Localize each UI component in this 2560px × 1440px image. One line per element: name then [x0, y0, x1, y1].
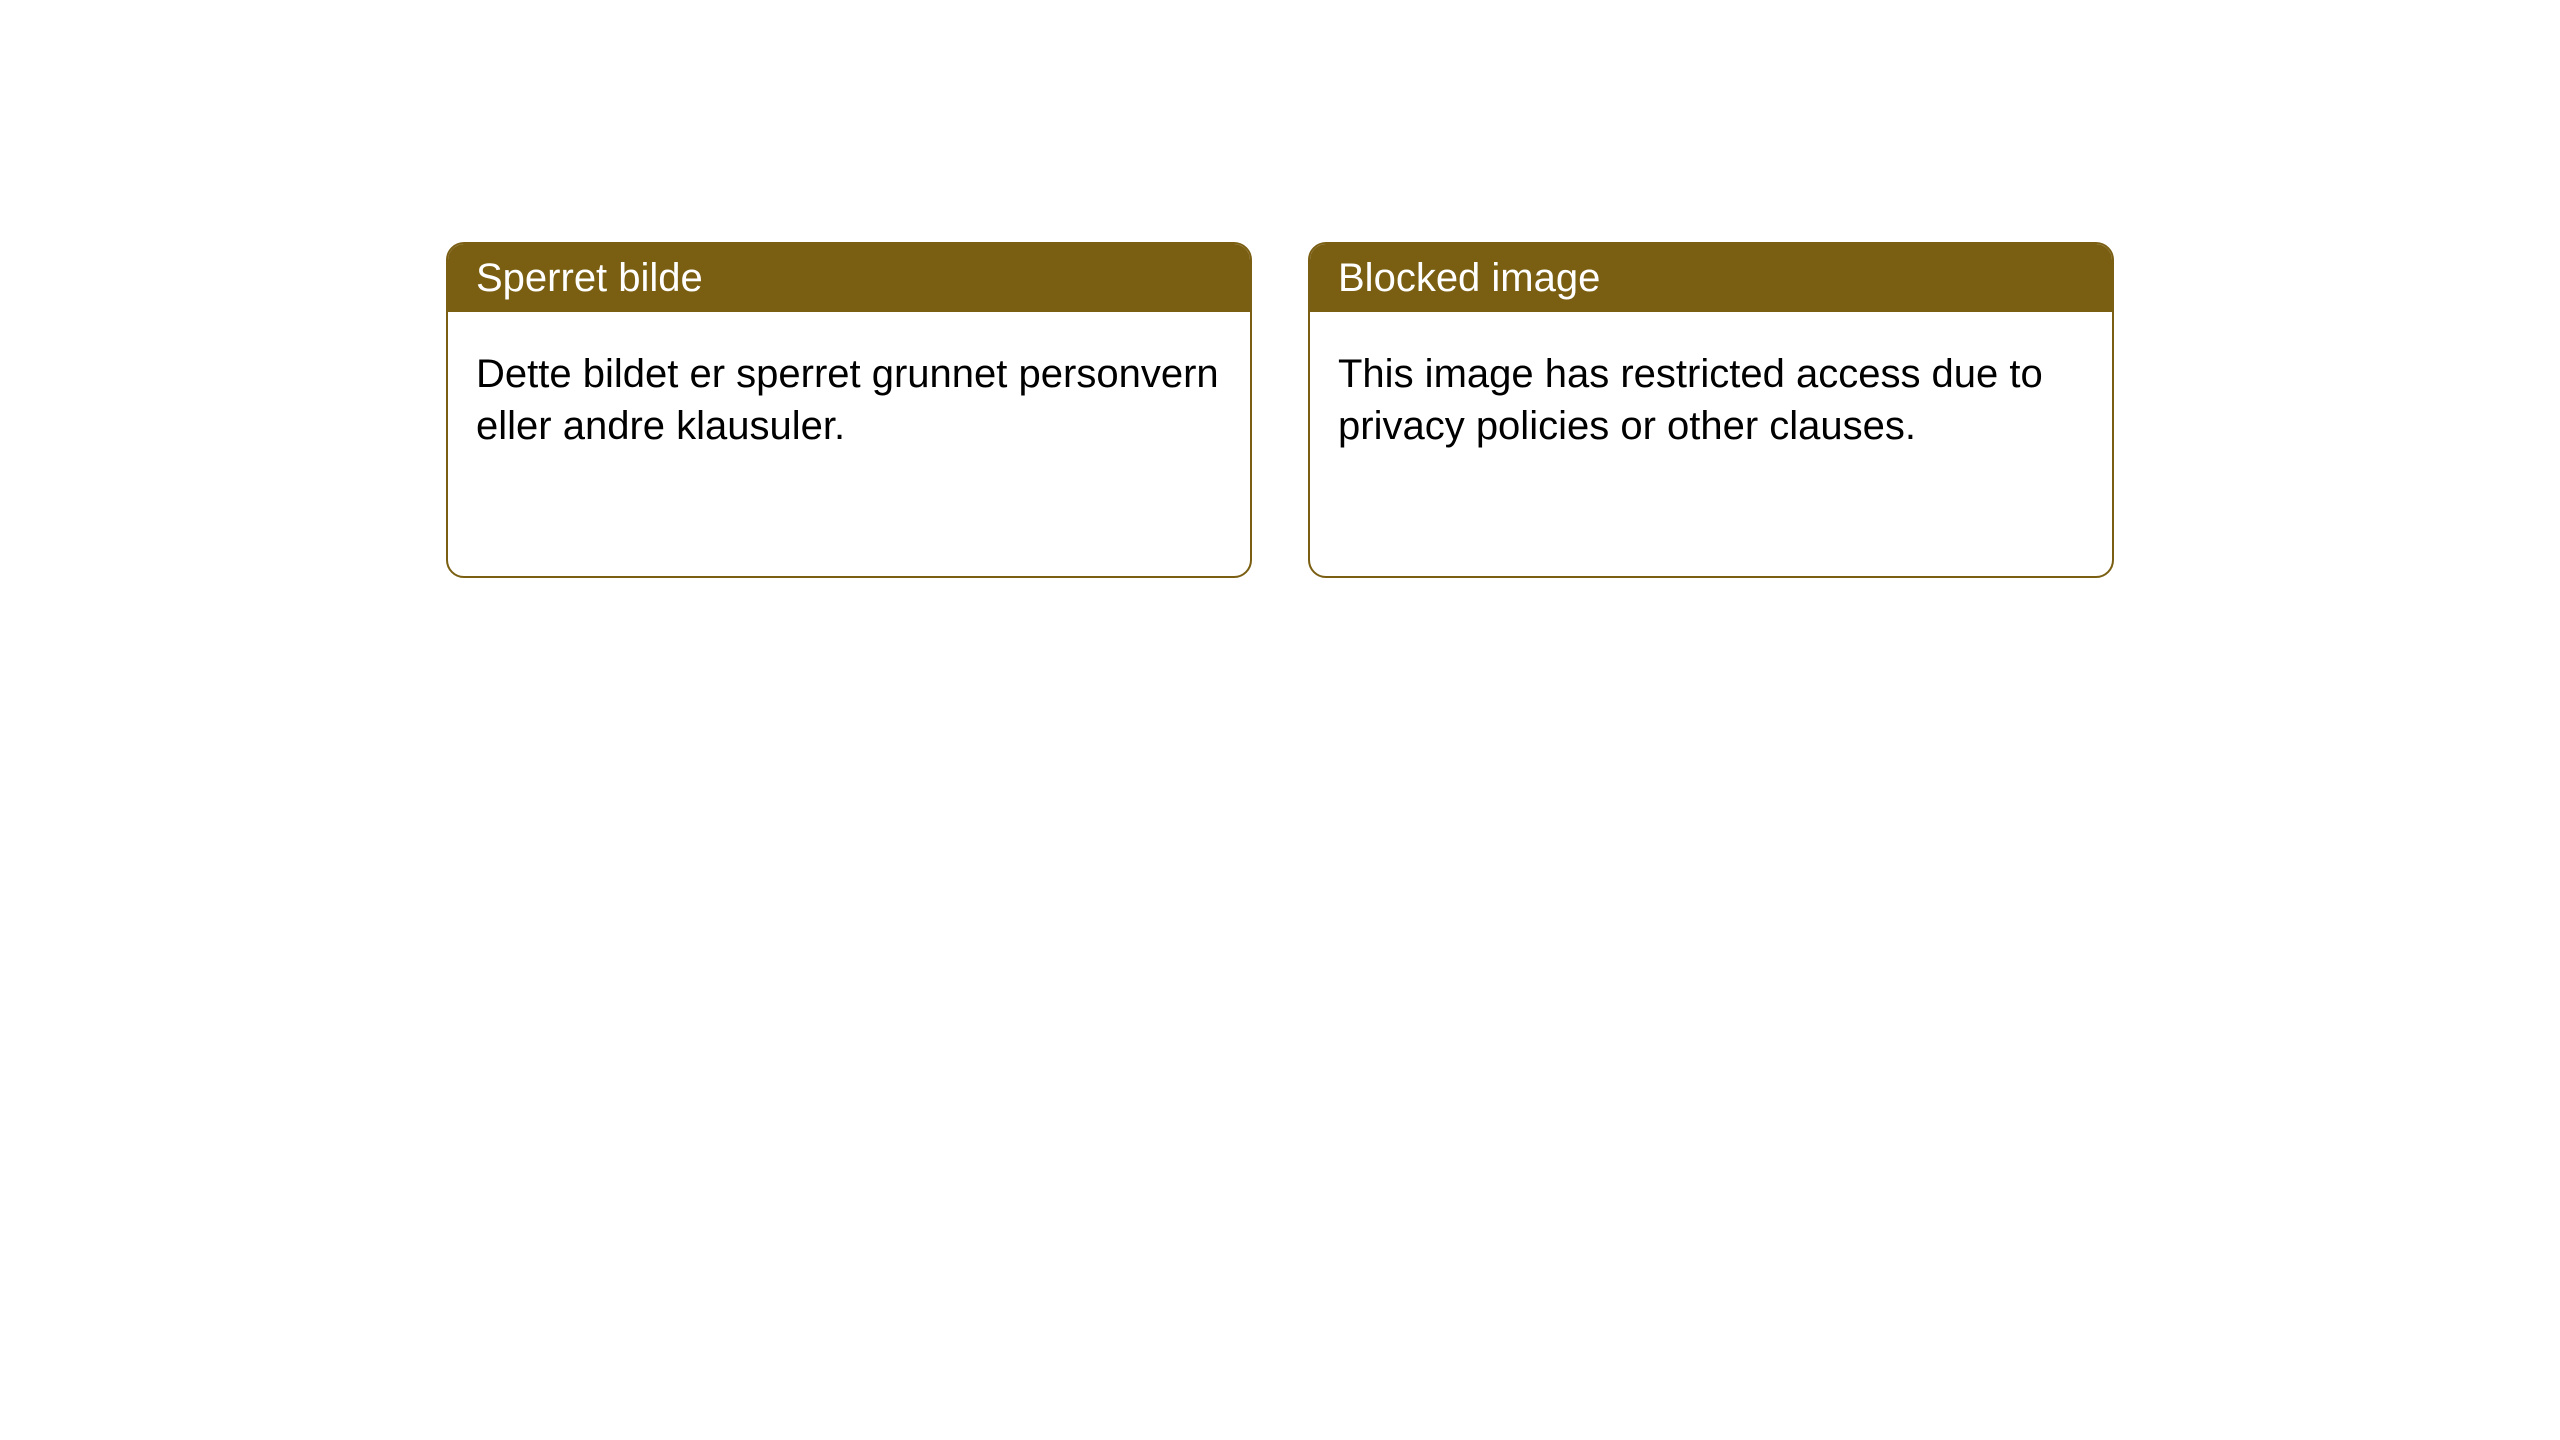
card-header-norwegian: Sperret bilde — [448, 244, 1250, 312]
card-body-norwegian: Dette bildet er sperret grunnet personve… — [448, 312, 1250, 488]
card-title: Blocked image — [1338, 256, 1600, 300]
card-body-english: This image has restricted access due to … — [1310, 312, 2112, 488]
card-header-english: Blocked image — [1310, 244, 2112, 312]
blocked-image-card-norwegian: Sperret bilde Dette bildet er sperret gr… — [446, 242, 1252, 578]
card-message: This image has restricted access due to … — [1338, 352, 2043, 448]
card-title: Sperret bilde — [476, 256, 703, 300]
blocked-image-card-english: Blocked image This image has restricted … — [1308, 242, 2114, 578]
card-message: Dette bildet er sperret grunnet personve… — [476, 352, 1219, 448]
cards-container: Sperret bilde Dette bildet er sperret gr… — [0, 0, 2560, 578]
